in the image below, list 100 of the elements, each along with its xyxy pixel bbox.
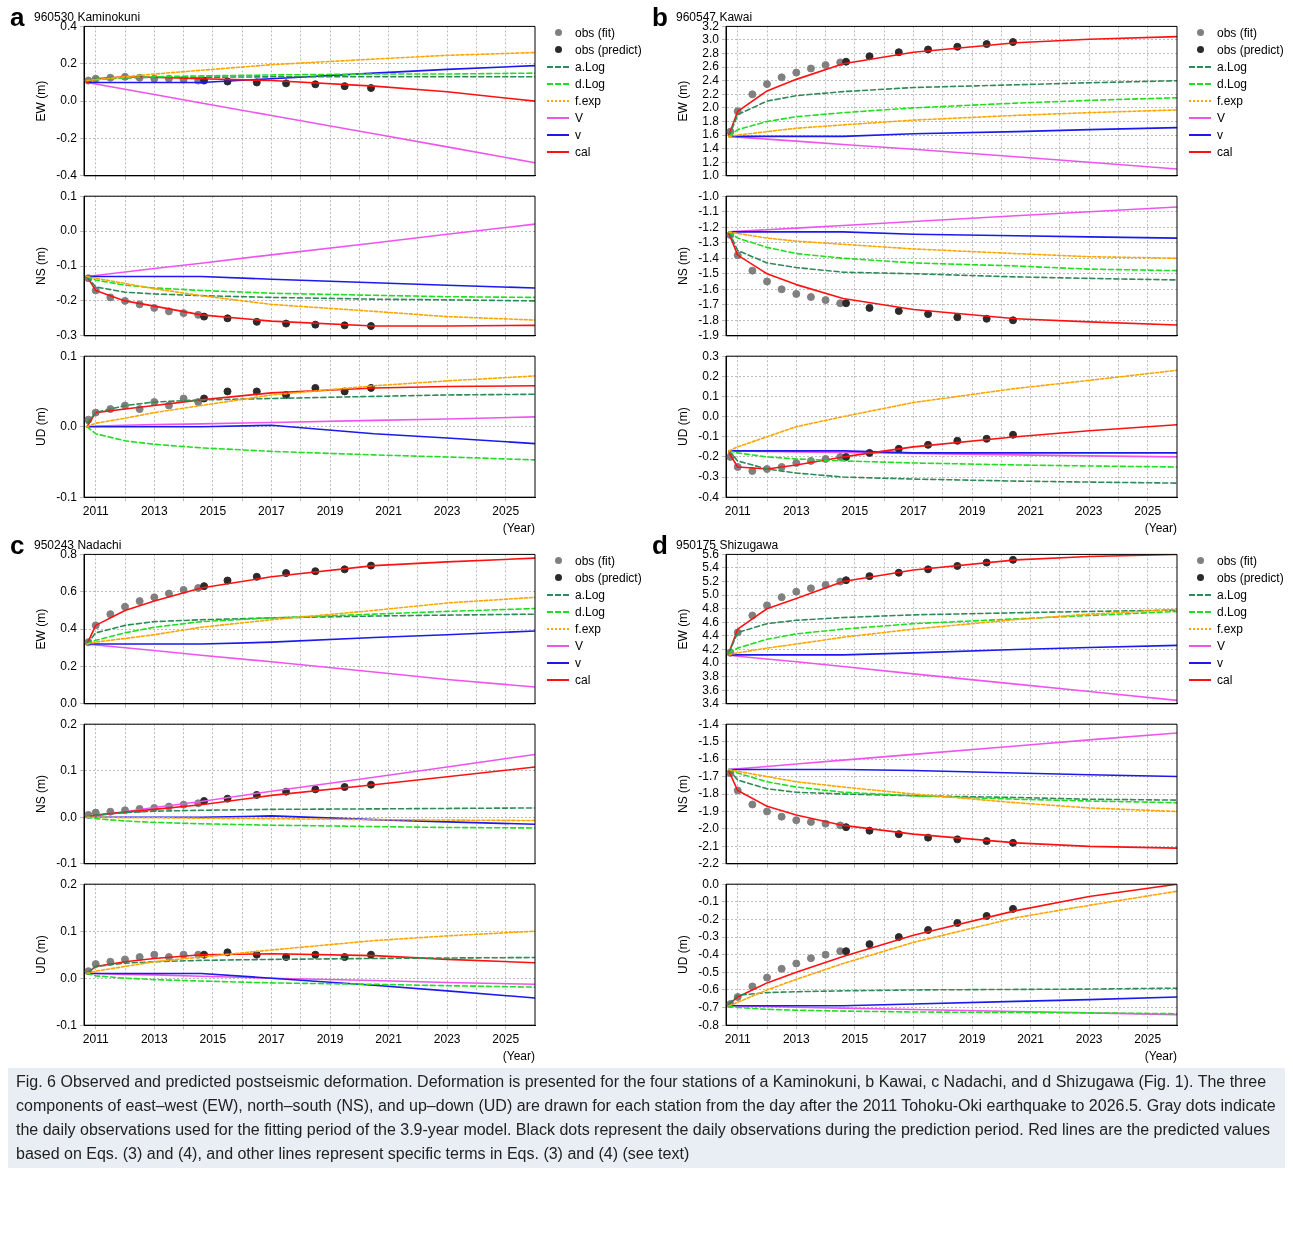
legend-label: obs (predict) [1217, 42, 1284, 57]
x-tick-label: 2011 [724, 1031, 751, 1046]
y-tick-label: 0.0 [702, 876, 720, 891]
legend-label: d.Log [1217, 76, 1248, 91]
text: d [652, 530, 668, 560]
y-axis-title: EW (m) [675, 80, 690, 122]
y-tick-label: 0.2 [702, 368, 720, 383]
y-tick-label: 3.4 [702, 696, 720, 711]
y-tick-label: -0.1 [56, 489, 78, 504]
y-tick-label: 5.0 [702, 587, 720, 602]
legend-label: v [575, 655, 581, 670]
x-axis-title: (Year) [1144, 1049, 1177, 1064]
legend-label: f.exp [1217, 93, 1244, 108]
y-tick-label: 3.0 [702, 32, 720, 47]
x-tick-label: 2021 [375, 503, 403, 518]
y-tick-label: 0.0 [60, 696, 78, 711]
y-axis-title: UD (m) [33, 935, 48, 975]
y-tick-label: 0.0 [60, 223, 78, 238]
y-tick-label: -0.3 [698, 469, 720, 484]
y-tick-label: 0.0 [60, 419, 78, 434]
y-tick-label: -0.2 [56, 293, 78, 308]
legend-label: V [575, 638, 584, 653]
x-tick-label: 2019 [958, 1031, 986, 1046]
legend-label: obs (fit) [575, 25, 616, 40]
x-tick-label: 2013 [140, 503, 168, 518]
y-tick-label: -1.8 [698, 786, 720, 801]
y-tick-label: -0.7 [698, 999, 720, 1014]
y-tick-label: 0.0 [60, 93, 78, 108]
legend-label: v [1217, 655, 1223, 670]
y-tick-label: 4.0 [702, 655, 720, 670]
y-tick-label: 1.0 [702, 168, 720, 183]
y-tick-label: -1.4 [698, 716, 720, 731]
legend-label: f.exp [1217, 621, 1244, 636]
legend-label: f.exp [575, 621, 602, 636]
x-tick-label: 2025 [492, 1031, 520, 1046]
x-tick-label: 2021 [1017, 1031, 1045, 1046]
y-tick-label: -0.2 [698, 911, 720, 926]
y-tick-label: -1.7 [698, 297, 720, 312]
x-tick-label: 2015 [841, 1031, 869, 1046]
y-tick-label: -1.6 [698, 751, 720, 766]
x-tick-label: 2023 [433, 503, 461, 518]
x-tick-label: 2017 [258, 503, 286, 518]
legend-label: a.Log [575, 587, 606, 602]
y-axis-title: NS (m) [33, 775, 48, 813]
y-tick-label: 5.2 [702, 573, 720, 588]
y-tick-label: -1.0 [698, 188, 720, 203]
y-tick-label: -2.0 [698, 821, 720, 836]
y-tick-label: -0.1 [698, 894, 720, 909]
y-tick-label: -0.8 [698, 1017, 720, 1032]
x-tick-label: 2025 [1134, 1031, 1162, 1046]
y-tick-label: 0.4 [60, 621, 78, 636]
x-tick-label: 2015 [199, 1031, 227, 1046]
text: a [10, 2, 25, 32]
y-axis-title: EW (m) [33, 608, 48, 650]
legend-label: obs (fit) [1217, 553, 1258, 568]
y-tick-label: -0.5 [698, 964, 720, 979]
x-tick-label: 2019 [316, 1031, 344, 1046]
x-tick-label: 2017 [900, 1031, 928, 1046]
legend-label: obs (predict) [575, 570, 642, 585]
x-tick-label: 2013 [782, 503, 810, 518]
x-tick-label: 2011 [724, 503, 751, 518]
y-tick-label: 5.4 [702, 560, 720, 575]
y-tick-label: -0.6 [698, 982, 720, 997]
x-tick-label: 2015 [199, 503, 227, 518]
text: b [652, 2, 668, 32]
y-tick-label: 2.6 [702, 59, 720, 74]
legend-label: obs (fit) [575, 553, 616, 568]
y-tick-label: -0.4 [698, 489, 720, 504]
legend-label: d.Log [575, 604, 606, 619]
x-axis-title: (Year) [1144, 521, 1177, 536]
legend-label: f.exp [575, 93, 602, 108]
y-tick-label: 0.3 [702, 348, 720, 363]
y-tick-label: 2.0 [702, 100, 720, 115]
y-tick-label: -0.1 [56, 1017, 78, 1032]
y-axis-title: NS (m) [675, 775, 690, 813]
legend-label: V [1217, 638, 1226, 653]
y-tick-label: 4.2 [702, 641, 720, 656]
y-tick-label: -0.1 [56, 258, 78, 273]
legend-label: obs (fit) [1217, 25, 1258, 40]
x-axis-title: (Year) [502, 521, 535, 536]
text: c [10, 530, 25, 560]
y-axis-title: NS (m) [33, 247, 48, 285]
x-tick-label: 2013 [782, 1031, 810, 1046]
y-tick-label: -2.1 [698, 838, 720, 853]
x-tick-label: 2021 [375, 1031, 403, 1046]
y-tick-label: -1.5 [698, 733, 720, 748]
x-tick-label: 2025 [1134, 503, 1162, 518]
legend-label: cal [575, 672, 591, 687]
y-axis-title: EW (m) [675, 608, 690, 650]
y-tick-label: -1.3 [698, 235, 720, 250]
y-tick-label: 0.0 [60, 970, 78, 985]
legend-label: v [1217, 127, 1223, 142]
y-tick-label: 0.1 [60, 763, 78, 778]
y-tick-label: 3.6 [702, 682, 720, 697]
y-tick-label: -1.5 [698, 266, 720, 281]
y-tick-label: 0.2 [60, 658, 78, 673]
x-tick-label: 2021 [1017, 503, 1045, 518]
y-tick-label: 0.6 [60, 584, 78, 599]
y-axis-title: UD (m) [33, 407, 48, 447]
x-tick-label: 2011 [82, 503, 109, 518]
